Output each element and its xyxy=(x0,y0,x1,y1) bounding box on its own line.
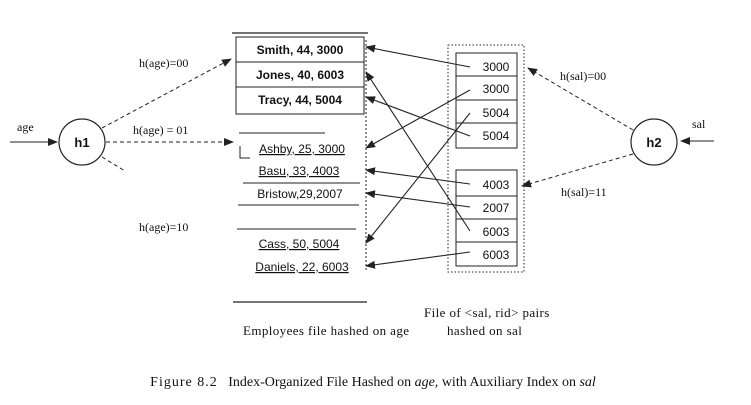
sal-entry: 2007 xyxy=(483,201,510,215)
figure-number: Figure 8.2 xyxy=(150,375,218,390)
sal-entry: 4003 xyxy=(483,178,510,192)
employee-record-basu: Basu, 33, 4003 xyxy=(259,164,340,178)
rid-arrow xyxy=(365,112,471,244)
sal-entry: 6003 xyxy=(483,225,510,239)
sal-entries: 3000 3000 5004 5004 4003 2007 6003 6003 xyxy=(483,60,510,262)
rid-pointer-arrows xyxy=(365,44,471,269)
rid-arrow xyxy=(365,167,471,185)
sal-hash-label-11: h(sal)=11 xyxy=(561,185,607,199)
h2-dashed-links xyxy=(521,67,634,188)
rid-arrow xyxy=(365,96,471,137)
age-bucket-00 xyxy=(235,36,365,115)
employee-record-tracy: Tracy, 44, 5004 xyxy=(258,93,342,107)
sal-index-file xyxy=(447,44,525,273)
pairs-file-caption: File of <sal, rid> pairs xyxy=(424,305,550,320)
h1-node xyxy=(58,118,106,166)
pairs-file-caption-line2: hashed on sal xyxy=(447,323,522,338)
rid-arrow xyxy=(365,44,471,68)
employee-records: Smith, 44, 3000 Jones, 40, 6003 Tracy, 4… xyxy=(255,43,349,274)
sal-hash-label-00: h(sal)=00 xyxy=(560,69,606,83)
employee-record-ashby: Ashby, 25, 3000 xyxy=(259,142,345,156)
h2-label: h2 xyxy=(646,135,661,150)
sal-entry: 3000 xyxy=(483,60,510,74)
sal-entry: 5004 xyxy=(483,129,510,143)
age-hash-label-00: h(age)=00 xyxy=(139,56,188,70)
h1-label: h1 xyxy=(74,135,89,150)
sal-entry: 5004 xyxy=(483,106,510,120)
h2-hash-function: h2 xyxy=(630,118,678,166)
sal-bucket-11 xyxy=(455,169,518,267)
figure-caption: Figure 8.2 Index-Organized File Hashed o… xyxy=(150,375,596,390)
employee-record-jones: Jones, 40, 6003 xyxy=(256,68,344,82)
sal-entry: 3000 xyxy=(483,82,510,96)
age-hash-label-10: h(age)=10 xyxy=(139,220,188,234)
employee-record-bristow: Bristow,29,2007 xyxy=(257,187,343,201)
rid-arrow xyxy=(365,89,471,149)
employees-file xyxy=(232,32,368,303)
age-hash-label-01: h(age) = 01 xyxy=(133,123,188,137)
employees-file-caption: Employees file hashed on age xyxy=(243,323,409,338)
employee-record-smith: Smith, 44, 3000 xyxy=(257,43,344,57)
h1-dashed-links xyxy=(101,58,234,172)
sal-entry: 6003 xyxy=(483,248,510,262)
h1-hash-function: h1 xyxy=(58,118,106,166)
employee-record-daniels: Daniels, 22, 6003 xyxy=(255,260,349,274)
rid-arrow xyxy=(365,71,471,232)
sal-input-label: sal xyxy=(692,117,706,131)
age-input-label: age xyxy=(17,120,34,134)
rid-arrow xyxy=(365,190,471,208)
employee-record-cass: Cass, 50, 5004 xyxy=(259,237,340,251)
h2-node xyxy=(630,118,678,166)
rid-arrow xyxy=(365,251,471,269)
